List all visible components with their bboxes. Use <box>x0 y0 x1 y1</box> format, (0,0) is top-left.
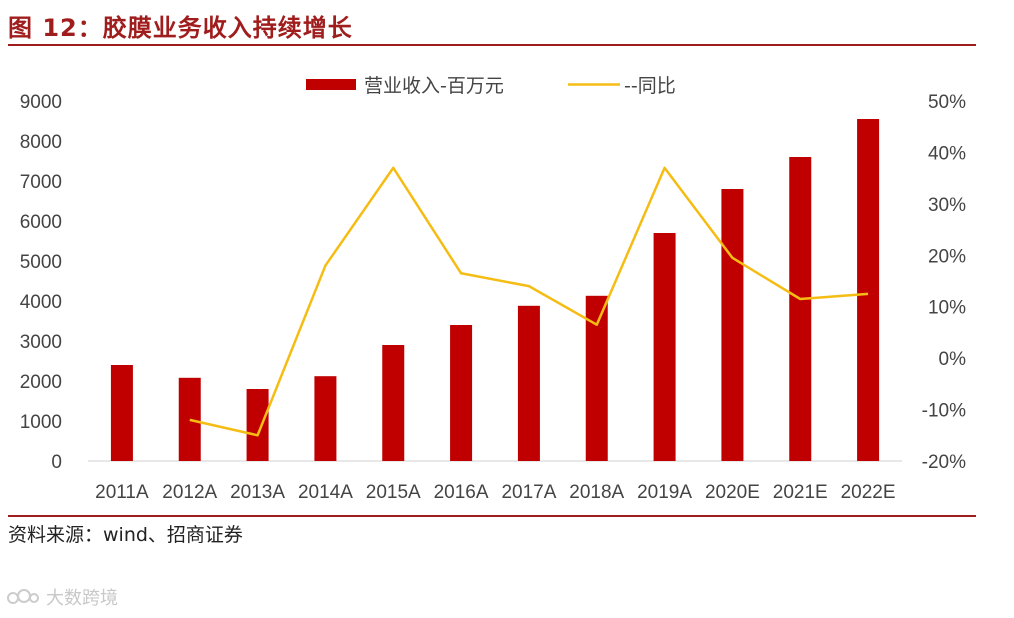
x-tick-label: 2014A <box>298 482 353 503</box>
bar-2021E <box>789 157 812 461</box>
x-tick-label: 2016A <box>434 482 489 503</box>
bar-series <box>110 119 880 461</box>
right-tick-label: 0% <box>939 349 967 370</box>
left-tick-label: 7000 <box>20 172 62 193</box>
bar-2019A <box>653 233 676 461</box>
left-tick-label: 8000 <box>20 132 62 153</box>
bar-2012A <box>178 377 201 461</box>
x-tick-label: 2017A <box>501 482 556 503</box>
bar-2016A <box>450 325 473 461</box>
right-axis: -20% -10% 0% 10% 20% 30% 40% 50% <box>922 92 966 473</box>
left-axis: 0 1000 2000 3000 4000 5000 6000 7000 8000 9000 <box>20 92 62 473</box>
bar-2015A <box>382 345 405 461</box>
figure-title: 图 12：胶膜业务收入持续增长 <box>8 14 353 42</box>
x-tick-label: 2018A <box>569 482 624 503</box>
right-tick-label: 40% <box>928 143 966 164</box>
x-tick-label: 2013A <box>230 482 285 503</box>
legend-line-label: --同比 <box>624 75 676 97</box>
x-tick-label: 2015A <box>366 482 421 503</box>
left-tick-label: 6000 <box>20 212 62 233</box>
x-axis: 2011A 2012A 2013A 2014A 2015A 2016A 2017A 2018A… <box>95 482 895 503</box>
source-note: 资料来源：wind、招商证券 <box>8 524 243 546</box>
growth-line <box>189 166 869 437</box>
bar-2013A <box>246 389 269 461</box>
left-tick-label: 5000 <box>20 252 62 273</box>
x-tick-label: 2012A <box>162 482 217 503</box>
source-rule <box>8 515 976 517</box>
watermark: 大数跨境 <box>6 584 118 610</box>
right-tick-label: 10% <box>928 298 966 319</box>
right-tick-label: 20% <box>928 246 966 267</box>
bar-2022E <box>857 119 880 461</box>
bar-2018A <box>585 295 608 461</box>
watermark-text: 大数跨境 <box>46 588 118 609</box>
legend-bar-label: 营业收入-百万元 <box>364 75 504 97</box>
right-tick-label: 50% <box>928 92 966 113</box>
title-rule <box>8 44 976 46</box>
left-tick-label: 0 <box>51 452 62 473</box>
x-tick-label: 2021E <box>773 482 828 503</box>
x-tick-label: 2020E <box>705 482 760 503</box>
x-tick-label: 2022E <box>841 482 896 503</box>
right-tick-label: 30% <box>928 195 966 216</box>
combo-chart: 0 1000 2000 3000 4000 5000 6000 7000 8000 9000 -2… <box>20 75 966 503</box>
right-tick-label: -10% <box>922 401 966 422</box>
left-tick-label: 3000 <box>20 332 62 353</box>
left-tick-label: 4000 <box>20 292 62 313</box>
bar-2014A <box>314 376 337 461</box>
bar-2011A <box>110 365 133 461</box>
legend-bar-swatch <box>306 79 356 90</box>
bar-2017A <box>517 305 540 461</box>
watermark-logo-icon <box>7 589 39 604</box>
x-tick-label: 2019A <box>637 482 692 503</box>
bar-2020E <box>721 189 744 461</box>
left-tick-label: 1000 <box>20 412 62 433</box>
left-tick-label: 9000 <box>20 92 62 113</box>
x-tick-label: 2011A <box>95 482 149 503</box>
right-tick-label: -20% <box>922 452 966 473</box>
legend: 营业收入-百万元 --同比 <box>306 75 676 97</box>
left-tick-label: 2000 <box>20 372 62 393</box>
